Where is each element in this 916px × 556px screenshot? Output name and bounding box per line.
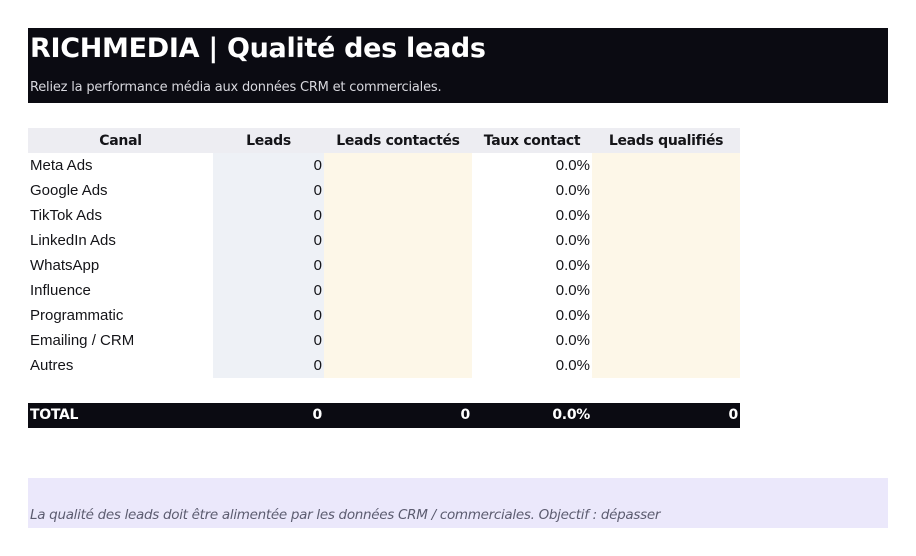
cell-taux-contact[interactable]: 0.0% [555, 257, 590, 274]
cell-leads-contactes-input[interactable] [324, 328, 472, 353]
note-text[interactable]: La qualité des leads doit être alimentée… [30, 507, 661, 523]
header-canal: Canal [99, 132, 142, 149]
cell-leads-contactes-input[interactable] [324, 178, 472, 203]
cell-leads-qualifies-input[interactable] [592, 203, 740, 228]
cell-canal[interactable]: LinkedIn Ads [30, 232, 116, 249]
table-row: Influence 0 0.0% [28, 278, 740, 303]
cell-canal[interactable]: Emailing / CRM [30, 332, 135, 349]
table-row: Google Ads 0 0.0% [28, 178, 740, 203]
cell-leads-qualifies-input[interactable] [592, 303, 740, 328]
leads-quality-table: Canal Leads Leads contactés Taux contact… [28, 128, 740, 378]
cell-leads-contactes-input[interactable] [324, 203, 472, 228]
cell-taux-contact[interactable]: 0.0% [555, 157, 590, 174]
total-row: TOTAL 0 0 0.0% 0 [28, 403, 740, 428]
table-row: Meta Ads 0 0.0% [28, 153, 740, 178]
table-row: TikTok Ads 0 0.0% [28, 203, 740, 228]
page-title: RICHMEDIA | Qualité des leads [30, 33, 486, 64]
cell-leads[interactable]: 0 [213, 328, 324, 353]
cell-leads[interactable]: 0 [213, 353, 324, 378]
header-leads-qualifies: Leads qualifiés [608, 132, 724, 149]
cell-leads-contactes-input[interactable] [324, 228, 472, 253]
cell-leads[interactable]: 0 [213, 278, 324, 303]
cell-canal[interactable]: Meta Ads [30, 157, 93, 174]
cell-leads[interactable]: 0 [213, 228, 324, 253]
cell-canal[interactable]: Programmatic [30, 307, 124, 324]
table-row: LinkedIn Ads 0 0.0% [28, 228, 740, 253]
cell-taux-contact[interactable]: 0.0% [555, 282, 590, 299]
cell-leads-contactes-input[interactable] [324, 278, 472, 303]
cell-leads-contactes-input[interactable] [324, 153, 472, 178]
total-leads-contactes[interactable]: 0 [460, 407, 471, 423]
page-subtitle: Reliez la performance média aux données … [30, 80, 442, 95]
cell-leads[interactable]: 0 [213, 303, 324, 328]
cell-leads[interactable]: 0 [213, 203, 324, 228]
cell-taux-contact[interactable]: 0.0% [555, 207, 590, 224]
cell-leads-qualifies-input[interactable] [592, 178, 740, 203]
cell-taux-contact[interactable]: 0.0% [555, 357, 590, 374]
total-leads[interactable]: 0 [312, 407, 323, 423]
table-header-row: Canal Leads Leads contactés Taux contact… [28, 128, 740, 153]
cell-leads-qualifies-input[interactable] [592, 253, 740, 278]
cell-leads-contactes-input[interactable] [324, 253, 472, 278]
title-banner: RICHMEDIA | Qualité des leads Reliez la … [28, 28, 888, 103]
cell-leads[interactable]: 0 [213, 253, 324, 278]
cell-canal[interactable]: Autres [30, 357, 74, 374]
cell-taux-contact[interactable]: 0.0% [555, 307, 590, 324]
cell-leads-qualifies-input[interactable] [592, 328, 740, 353]
cell-taux-contact[interactable]: 0.0% [555, 182, 590, 199]
cell-leads-contactes-input[interactable] [324, 303, 472, 328]
table-row: WhatsApp 0 0.0% [28, 253, 740, 278]
header-leads: Leads [246, 132, 291, 149]
cell-leads-qualifies-input[interactable] [592, 353, 740, 378]
total-label[interactable]: TOTAL [30, 407, 79, 423]
total-leads-qualifies[interactable]: 0 [728, 407, 739, 423]
header-leads-contactes: Leads contactés [336, 132, 460, 149]
cell-taux-contact[interactable]: 0.0% [555, 332, 590, 349]
header-taux-contact: Taux contact [483, 132, 581, 149]
note-box: La qualité des leads doit être alimentée… [28, 478, 888, 528]
cell-leads-contactes-input[interactable] [324, 353, 472, 378]
cell-canal[interactable]: TikTok Ads [30, 207, 102, 224]
cell-canal[interactable]: WhatsApp [30, 257, 100, 274]
table-row: Emailing / CRM 0 0.0% [28, 328, 740, 353]
total-taux-contact[interactable]: 0.0% [552, 407, 590, 423]
table-row: Programmatic 0 0.0% [28, 303, 740, 328]
cell-taux-contact[interactable]: 0.0% [555, 232, 590, 249]
table-row: Autres 0 0.0% [28, 353, 740, 378]
cell-canal[interactable]: Influence [30, 282, 91, 299]
cell-leads[interactable]: 0 [213, 178, 324, 203]
cell-leads-qualifies-input[interactable] [592, 278, 740, 303]
cell-leads[interactable]: 0 [213, 153, 324, 178]
cell-canal[interactable]: Google Ads [30, 182, 108, 199]
cell-leads-qualifies-input[interactable] [592, 153, 740, 178]
cell-leads-qualifies-input[interactable] [592, 228, 740, 253]
